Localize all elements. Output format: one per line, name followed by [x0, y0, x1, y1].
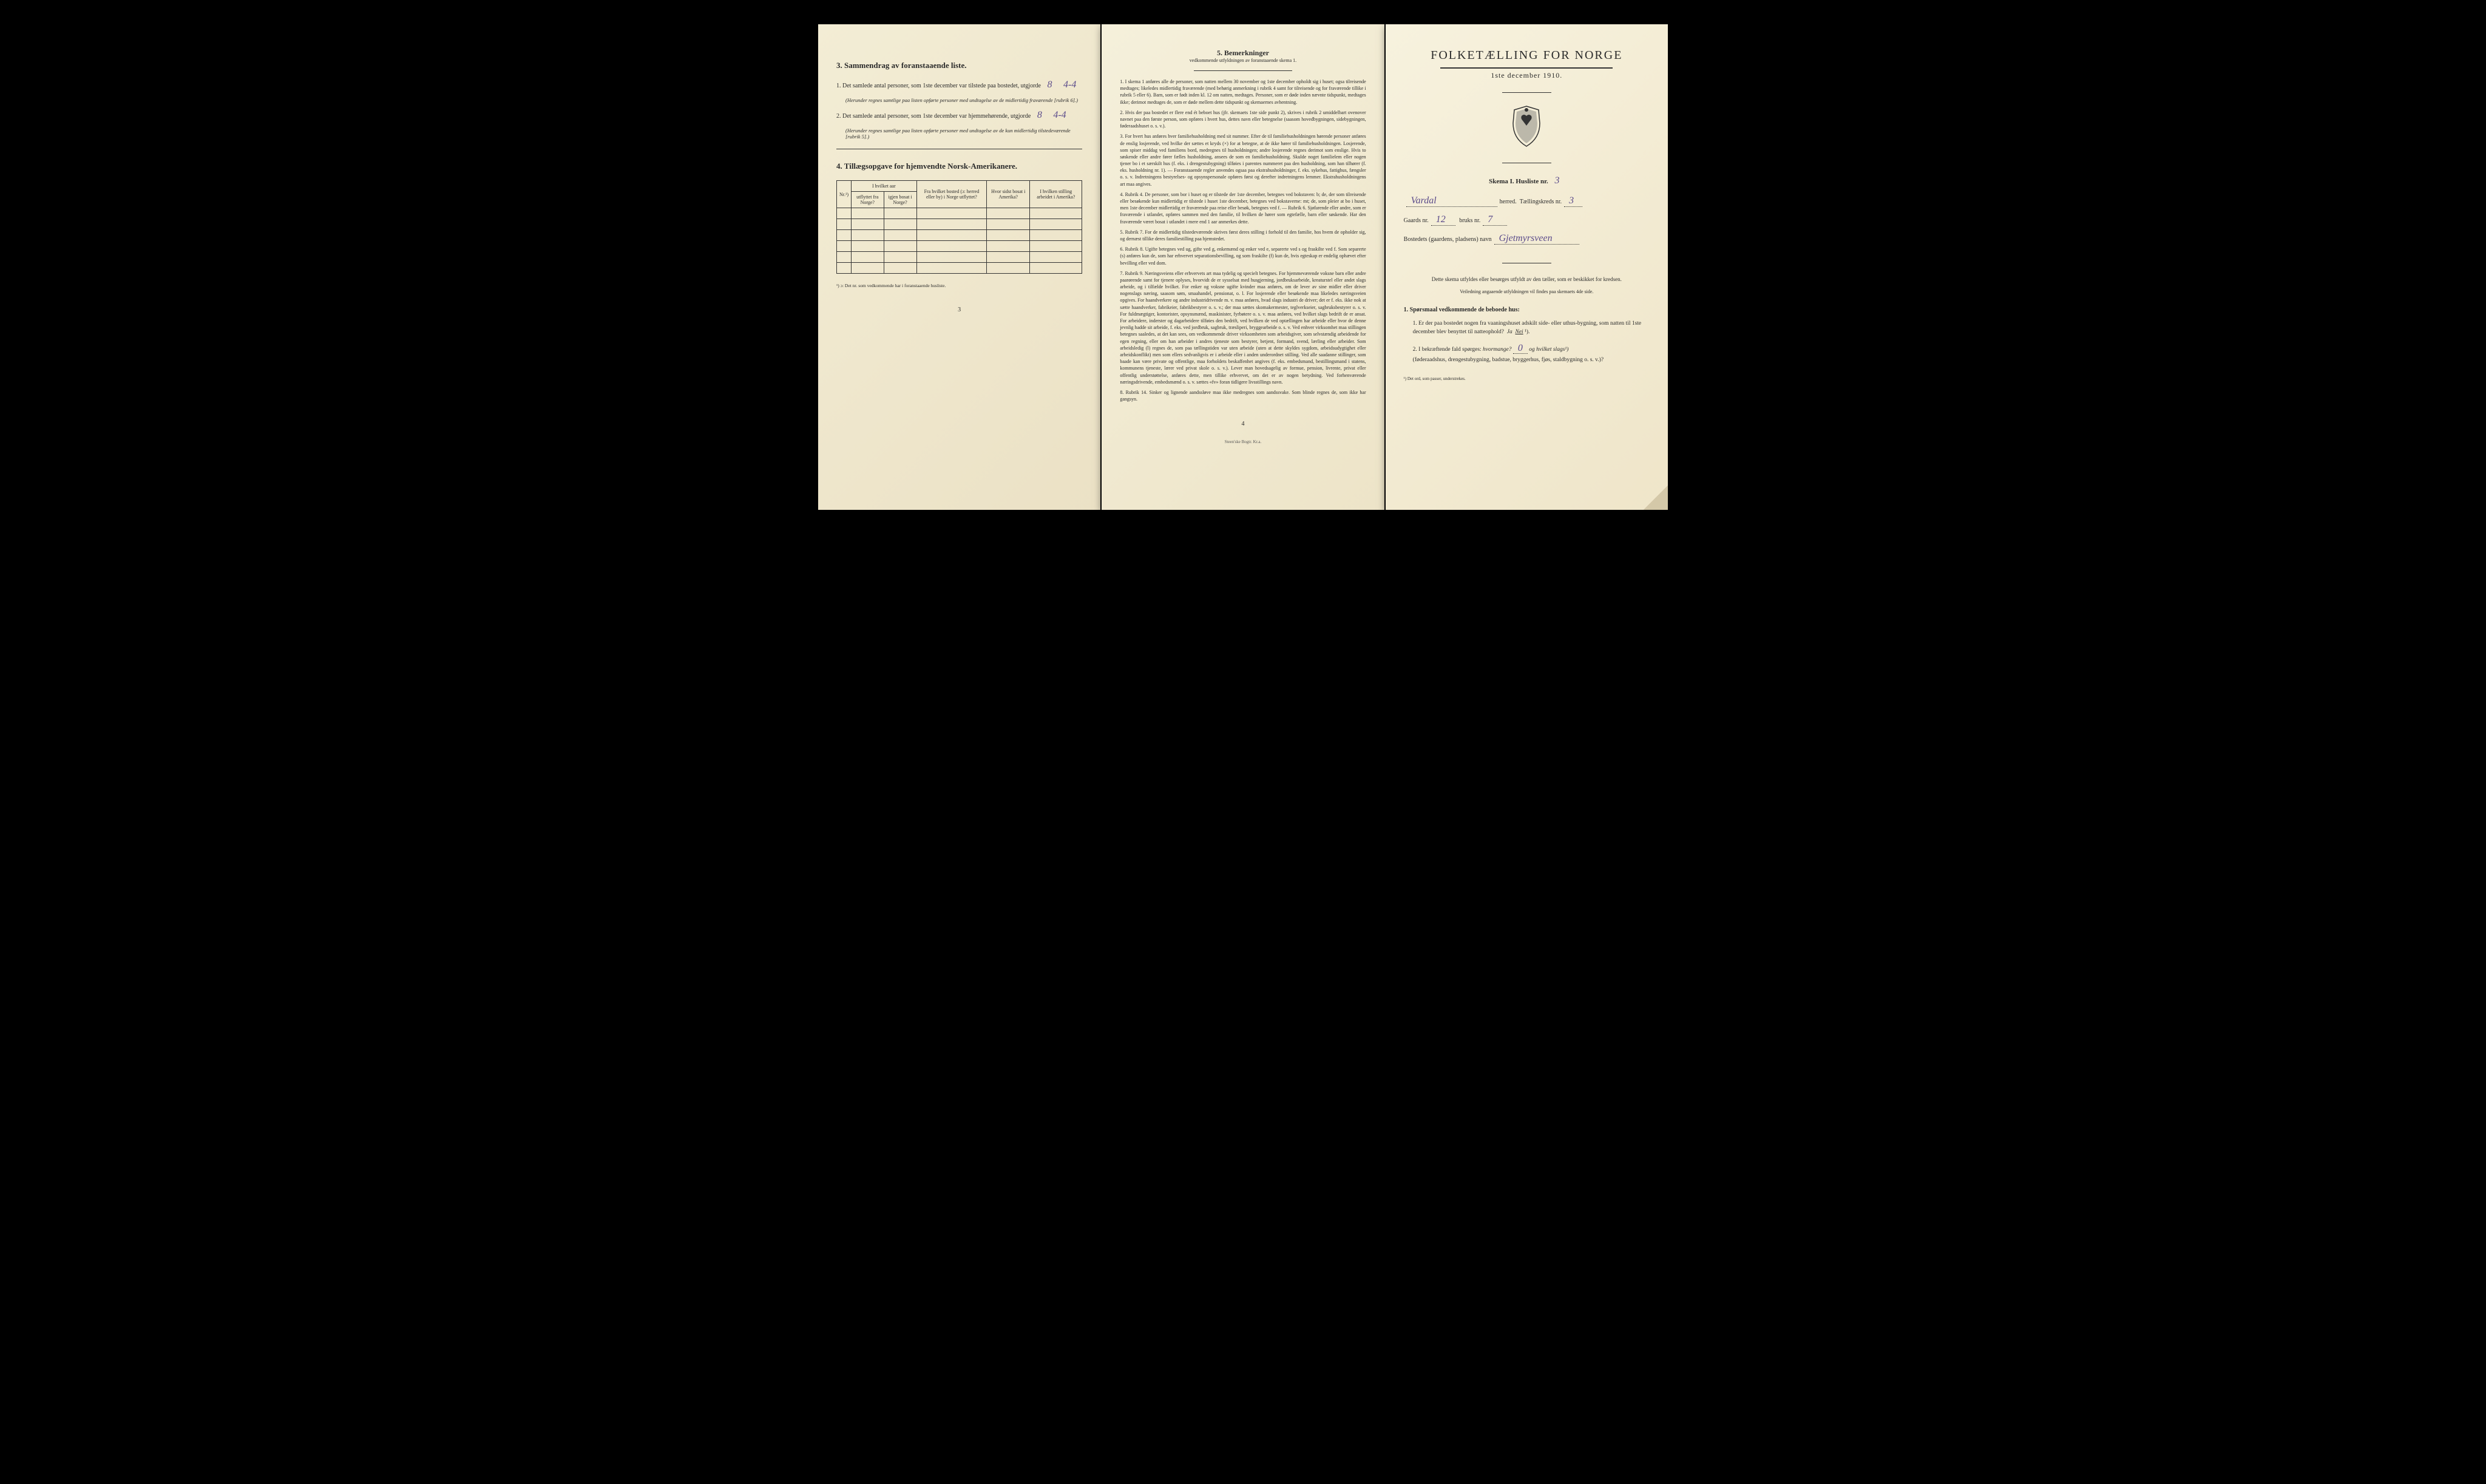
skema-label: Skema I. Husliste nr.: [1489, 178, 1548, 185]
herred-line: Vardal herred. Tællingskreds nr. 3: [1404, 195, 1650, 207]
bosted-label: Bostedets (gaardens, pladsens) navn: [1404, 236, 1492, 243]
herred-value: Vardal: [1406, 195, 1497, 207]
item1-value: 8: [1042, 80, 1057, 90]
gaards-label: Gaards nr.: [1404, 217, 1429, 224]
bosted-value: Gjetmyrsveen: [1494, 233, 1579, 245]
table-row: [837, 230, 1082, 241]
table-row: [837, 219, 1082, 230]
th-last-america: Hvor sidst bosat i Amerika?: [987, 181, 1030, 208]
question-2: 2. I bekræftende fald spørges: hvormange…: [1413, 341, 1650, 364]
page-number-4: 4: [1120, 421, 1366, 427]
date-rule: [1502, 92, 1551, 93]
remark-5: 5. Rubrik 7. For de midlertidig tilstede…: [1120, 229, 1366, 242]
th-returned: igjen bosat i Norge?: [884, 192, 916, 208]
th-occupation: I hvilken stilling arbeidet i Amerika?: [1030, 181, 1082, 208]
imprint: Steen'ske Bogtr. Kr.a.: [1120, 439, 1366, 444]
date-line: 1ste december 1910.: [1404, 71, 1650, 80]
instructions: Dette skema utfyldes eller besørges utfy…: [1404, 276, 1650, 284]
kreds-value: 3: [1564, 195, 1582, 207]
section3-title: 3. Sammendrag av foranstaaende liste.: [836, 61, 1082, 70]
question-1: 1. Er der paa bostedet nogen fra vaaning…: [1413, 319, 1650, 337]
gaards-line: Gaards nr. 12 bruks nr. 7: [1404, 214, 1650, 226]
item2-subvalue: 4-4: [1048, 110, 1071, 120]
page-3: 3. Sammendrag av foranstaaende liste. 1.…: [818, 24, 1100, 510]
item2: 2. Det samlede antal personer, som 1ste …: [836, 108, 1082, 123]
herred-label: herred.: [1500, 198, 1517, 205]
remark-1: 1. I skema 1 anføres alle de personer, s…: [1120, 78, 1366, 106]
item2-value: 8: [1032, 110, 1047, 120]
gaards-value: 12: [1431, 214, 1455, 226]
instructions-sub: Veiledning angaaende utfyldningen vil fi…: [1404, 289, 1650, 294]
th-from-where: Fra hvilket bosted (ɔ: herred eller by) …: [916, 181, 987, 208]
title-rule: [1440, 67, 1613, 69]
table-row: [837, 241, 1082, 252]
page-1-cover: FOLKETÆLLING FOR NORGE 1ste december 191…: [1386, 24, 1668, 510]
page-4: 5. Bemerkninger vedkommende utfyldningen…: [1102, 24, 1384, 510]
item1-text: 1. Det samlede antal personer, som 1ste …: [836, 83, 1041, 89]
item1: 1. Det samlede antal personer, som 1ste …: [836, 78, 1082, 92]
q1-ja: Ja: [1507, 329, 1512, 335]
q2-value: 0: [1513, 343, 1528, 354]
section4-title: 4. Tillægsopgave for hjemvendte Norsk-Am…: [836, 161, 1082, 171]
kreds-label: Tællingskreds nr.: [1520, 198, 1562, 205]
q1-nei: Nei: [1516, 329, 1523, 335]
q2-sub: (føderaadshus, drengestubygning, badstue…: [1413, 357, 1604, 363]
th-emigrated: utflyttet fra Norge?: [852, 192, 884, 208]
bruks-label: bruks nr.: [1459, 217, 1480, 224]
questions-header: 1. Spørsmaal vedkommende de beboede hus:: [1404, 307, 1650, 313]
remark-2: 2. Hvis der paa bostedet er flere end ét…: [1120, 109, 1366, 130]
item1-subvalue: 4-4: [1058, 80, 1081, 90]
item2-text: 2. Det samlede antal personer, som 1ste …: [836, 113, 1031, 120]
bosted-line: Bostedets (gaardens, pladsens) navn Gjet…: [1404, 233, 1650, 245]
coat-of-arms-icon: [1404, 105, 1650, 151]
remark-7: 7. Rubrik 9. Næringsveiens eller erhverv…: [1120, 270, 1366, 385]
document-container: 3. Sammendrag av foranstaaende liste. 1.…: [818, 24, 1668, 510]
remarks-subtitle: vedkommende utfyldningen av foranstaaend…: [1120, 58, 1366, 63]
item1-note: (Herunder regnes samtlige paa listen opf…: [845, 97, 1082, 103]
q1-sup: ¹).: [1525, 329, 1529, 335]
remark-4: 4. Rubrik 4. De personer, som bor i huse…: [1120, 191, 1366, 225]
th-nr: Nr.¹): [837, 181, 852, 208]
page-corner-fold: [1644, 486, 1668, 510]
q2-slags: og hvilket slags¹): [1529, 347, 1568, 353]
bruks-value: 7: [1483, 214, 1507, 226]
q2-text: 2. I bekræftende fald spørges:: [1413, 347, 1482, 353]
remarks-title: 5. Bemerkninger: [1120, 49, 1366, 58]
right-footnote-text: ¹) Det ord, som passer, understrekes.: [1404, 376, 1466, 381]
main-title: FOLKETÆLLING FOR NORGE: [1404, 49, 1650, 63]
remark-6: 6. Rubrik 8. Ugifte betegnes ved ug, gif…: [1120, 246, 1366, 266]
skema-line: Skema I. Husliste nr. 3: [1404, 175, 1650, 186]
table-row: [837, 263, 1082, 274]
th-year-group: I hvilket aar: [852, 181, 917, 192]
skema-nr: 3: [1550, 175, 1565, 186]
remark-3: 3. For hvert hus anføres hver familiehus…: [1120, 133, 1366, 188]
right-footnote: ¹) Det ord, som passer, understrekes.: [1404, 376, 1650, 381]
page-number-3: 3: [836, 307, 1082, 313]
item2-note: (Herunder regnes samtlige paa listen opf…: [845, 127, 1082, 140]
table-body: [837, 208, 1082, 274]
divider: [1194, 70, 1292, 71]
table-row: [837, 208, 1082, 219]
q2-hvormange: hvormange?: [1483, 347, 1512, 353]
table-footnote: ¹) ɔ: Det nr. som vedkommende har i fora…: [836, 283, 1082, 288]
emigrant-table: Nr.¹) I hvilket aar Fra hvilket bosted (…: [836, 180, 1082, 274]
remark-8: 8. Rubrik 14. Sinker og lignende aandssl…: [1120, 389, 1366, 402]
table-row: [837, 252, 1082, 263]
